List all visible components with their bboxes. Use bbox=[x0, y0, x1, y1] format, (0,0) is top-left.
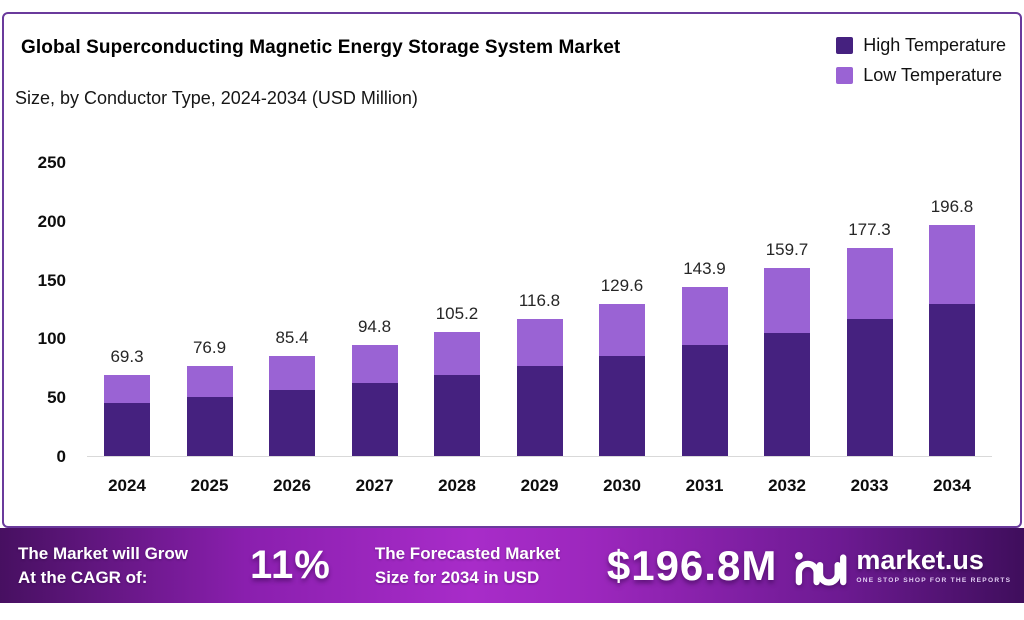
y-tick-label: 150 bbox=[37, 270, 66, 290]
bar-segment-low-temperature bbox=[104, 374, 150, 403]
logo-name: market.us bbox=[856, 545, 984, 575]
high-temperature-swatch-icon bbox=[836, 37, 854, 54]
bar-total-label: 76.9 bbox=[192, 337, 227, 357]
bar-segment-high-temperature bbox=[269, 390, 315, 456]
bar-total-label: 143.9 bbox=[683, 258, 726, 278]
x-axis-label: 2028 bbox=[438, 476, 476, 495]
bar-segment-low-temperature bbox=[351, 344, 398, 383]
bar-total-label: 105.2 bbox=[435, 304, 479, 324]
bar-group: 177.3 2033 bbox=[846, 220, 893, 495]
x-axis-label: 2032 bbox=[768, 476, 806, 495]
bar-segment-low-temperature bbox=[929, 224, 975, 305]
legend-item-low-temperature: Low Temperature bbox=[836, 65, 1006, 86]
legend-label: High Temperature bbox=[863, 35, 1006, 55]
bar-segment-low-temperature bbox=[846, 247, 893, 320]
bar-total-label: 159.7 bbox=[765, 240, 809, 260]
x-axis-label: 2027 bbox=[355, 476, 394, 495]
x-axis-label: 2030 bbox=[603, 476, 641, 495]
y-tick-label: 50 bbox=[47, 388, 66, 408]
bar-total-label: 94.8 bbox=[357, 316, 392, 336]
x-axis-label: 2033 bbox=[850, 476, 889, 495]
bar-total-label: 177.3 bbox=[848, 219, 891, 239]
y-tick-label: 200 bbox=[37, 211, 66, 231]
x-axis-label: 2029 bbox=[520, 476, 559, 495]
low-temperature-swatch-icon bbox=[836, 67, 854, 84]
footer-banner: The Market will Grow At the CAGR of: 11%… bbox=[0, 528, 1024, 603]
bar-segment-high-temperature bbox=[104, 402, 150, 456]
legend-label: Low Temperature bbox=[863, 65, 1002, 85]
bar-total-label: 85.4 bbox=[275, 327, 309, 347]
bar-group: 143.9 2031 bbox=[681, 259, 728, 495]
x-axis-label: 2025 bbox=[190, 476, 229, 495]
bar-total-label: 69.3 bbox=[110, 346, 144, 366]
plot-area: 69.3 2024 76.9 2025 85.4 2026 94.8 2027 105.2 202… bbox=[87, 163, 992, 495]
bar-group: 85.4 2026 bbox=[269, 328, 315, 495]
bar-total-label: 116.8 bbox=[518, 290, 561, 310]
y-tick-label: 250 bbox=[37, 153, 66, 172]
bar-group: 69.3 2024 bbox=[104, 347, 150, 495]
bar-total-label: 196.8 bbox=[930, 196, 974, 216]
legend-item-high-temperature: High Temperature bbox=[836, 35, 1006, 56]
bar-segment-low-temperature bbox=[516, 318, 563, 367]
y-tick-label: 100 bbox=[37, 329, 66, 349]
bar-segment-high-temperature bbox=[599, 356, 645, 456]
x-axis-label: 2026 bbox=[273, 476, 311, 495]
forecast-value: $196.8M bbox=[606, 541, 778, 589]
bar-group: 129.6 2030 bbox=[599, 276, 645, 495]
bar-segment-high-temperature bbox=[186, 396, 233, 456]
bar-segment-low-temperature bbox=[681, 286, 728, 346]
bar-segment-low-temperature bbox=[599, 303, 645, 357]
bar-segment-high-temperature bbox=[846, 319, 893, 456]
bar-total-label: 129.6 bbox=[600, 275, 644, 295]
chart-subtitle: Size, by Conductor Type, 2024-2034 (USD … bbox=[15, 88, 418, 108]
bar-segment-low-temperature bbox=[764, 268, 810, 333]
legend: High Temperature Low Temperature bbox=[836, 35, 1006, 86]
marketus-logo: market.us ONE STOP SHOP FOR THE REPORTS bbox=[793, 543, 1011, 589]
chart-card: Global Superconducting Magnetic Energy S… bbox=[2, 12, 1022, 528]
y-tick-label: 0 bbox=[56, 447, 66, 466]
y-axis: 0 50 100 150 200 250 bbox=[12, 153, 66, 466]
bar-group: 116.8 2029 bbox=[516, 291, 563, 495]
cagr-label: The Market will Grow At the CAGR of: bbox=[18, 543, 189, 587]
bar-segment-high-temperature bbox=[351, 382, 398, 456]
bar-group: 196.8 2034 bbox=[929, 197, 975, 495]
bar-segment-low-temperature bbox=[269, 355, 315, 391]
x-axis-label: 2024 bbox=[108, 476, 146, 495]
bar-group: 105.2 2028 bbox=[434, 304, 480, 495]
bar-group: 159.7 2032 bbox=[764, 240, 810, 495]
bar-segment-high-temperature bbox=[434, 374, 480, 456]
bar-segment-high-temperature bbox=[929, 304, 975, 456]
logo-text-block: market.us ONE STOP SHOP FOR THE REPORTS bbox=[856, 545, 1012, 585]
chart-title: Global Superconducting Magnetic Energy S… bbox=[21, 37, 621, 58]
bar-group: 94.8 2027 bbox=[351, 317, 398, 495]
forecast-label: The Forecasted Market Size for 2034 in U… bbox=[374, 543, 561, 587]
bar-segment-low-temperature bbox=[186, 365, 233, 397]
bar-segment-high-temperature bbox=[681, 345, 728, 456]
bar-segment-high-temperature bbox=[764, 333, 810, 456]
logo-tagline: ONE STOP SHOP FOR THE REPORTS bbox=[856, 577, 1012, 584]
x-axis-label: 2031 bbox=[685, 476, 724, 495]
bar-segment-high-temperature bbox=[516, 366, 563, 456]
cagr-value: 11% bbox=[250, 543, 331, 587]
bar-group: 76.9 2025 bbox=[186, 338, 233, 495]
bar-segment-low-temperature bbox=[434, 332, 480, 375]
marketus-logo-icon bbox=[795, 551, 847, 586]
x-axis-label: 2034 bbox=[933, 476, 971, 495]
